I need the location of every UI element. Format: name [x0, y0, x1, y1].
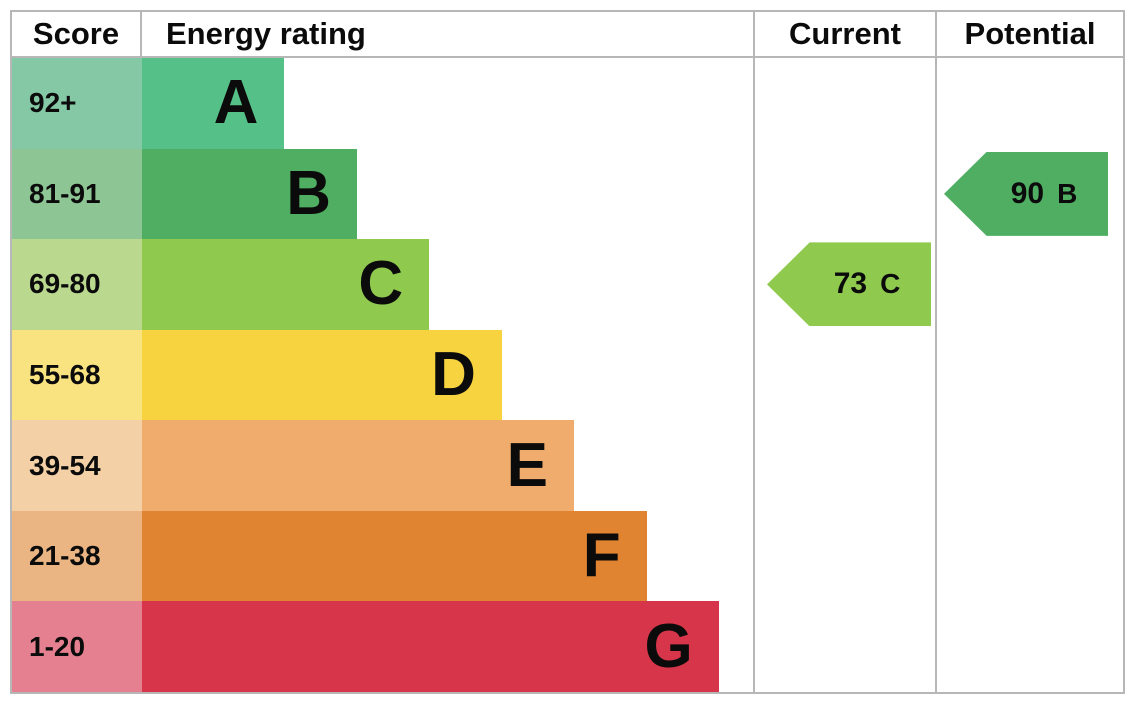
score-range-b: 81-91	[12, 148, 142, 240]
current-cell-c: 73 C	[753, 239, 935, 330]
score-range-d-label: 55-68	[29, 358, 101, 390]
current-header-label: Current	[789, 16, 901, 51]
band-bar-cell-b: B	[142, 148, 753, 240]
potential-cell-d	[935, 329, 1123, 421]
band-letter-c: C	[358, 249, 404, 319]
band-letter-g: G	[644, 611, 693, 681]
score-range-f-label: 21-38	[29, 540, 101, 572]
band-bar-a: A	[142, 58, 285, 149]
band-bar-e: E	[142, 420, 574, 511]
potential-rating-band: B	[1057, 177, 1078, 209]
band-bar-cell-e: E	[142, 420, 753, 511]
current-cell-d	[753, 329, 935, 421]
band-bar-f: F	[142, 510, 647, 602]
potential-cell-a	[935, 58, 1123, 149]
score-range-c-label: 69-80	[29, 268, 101, 300]
band-bar-cell-c: C	[142, 239, 753, 330]
potential-cell-b: 90 B	[935, 148, 1123, 240]
band-letter-b: B	[286, 158, 332, 228]
band-bar-d: D	[142, 329, 502, 421]
potential-cell-g	[935, 601, 1123, 692]
band-bar-cell-d: D	[142, 329, 753, 421]
score-range-c: 69-80	[12, 239, 142, 330]
potential-cell-e	[935, 420, 1123, 511]
score-range-d: 55-68	[12, 329, 142, 421]
band-bar-b: B	[142, 148, 358, 240]
current-column-header: Current	[753, 12, 935, 58]
band-letter-d: D	[431, 339, 476, 409]
band-bar-cell-a: A	[142, 58, 753, 149]
score-range-g-label: 1-20	[29, 630, 86, 662]
score-column-header: Score	[12, 12, 142, 58]
score-range-e: 39-54	[12, 420, 142, 511]
current-cell-f	[753, 510, 935, 602]
score-header-label: Score	[32, 16, 120, 51]
band-bar-cell-f: F	[142, 510, 753, 602]
potential-cell-c	[935, 239, 1123, 330]
current-rating-arrow: 73 C	[767, 242, 931, 327]
band-bar-c: C	[142, 239, 430, 330]
current-cell-a	[753, 58, 935, 149]
band-letter-a: A	[213, 68, 259, 138]
band-letter-f: F	[582, 521, 621, 591]
potential-rating-value: 90	[1010, 176, 1045, 210]
energy-rating-column-header: Energy rating	[142, 12, 753, 58]
current-cell-b	[753, 148, 935, 240]
score-range-b-label: 81-91	[29, 177, 101, 209]
potential-column-header: Potential	[935, 12, 1123, 58]
band-letter-e: E	[506, 430, 548, 500]
current-cell-g	[753, 601, 935, 692]
band-bar-g: G	[142, 601, 719, 692]
current-rating-band: C	[880, 268, 901, 300]
current-rating-value: 73	[833, 267, 868, 301]
epc-table: Score Energy rating Current Potential 92…	[10, 10, 1125, 694]
score-range-f: 21-38	[12, 510, 142, 602]
energy-rating-header-label: Energy rating	[166, 16, 366, 51]
potential-cell-f	[935, 510, 1123, 602]
potential-rating-arrow: 90 B	[944, 151, 1108, 236]
current-cell-e	[753, 420, 935, 511]
score-range-g: 1-20	[12, 601, 142, 692]
potential-header-label: Potential	[964, 16, 1096, 51]
score-range-a: 92+	[12, 58, 142, 149]
score-range-e-label: 39-54	[29, 449, 101, 481]
score-range-a-label: 92+	[29, 87, 77, 119]
band-bar-cell-g: G	[142, 601, 753, 692]
